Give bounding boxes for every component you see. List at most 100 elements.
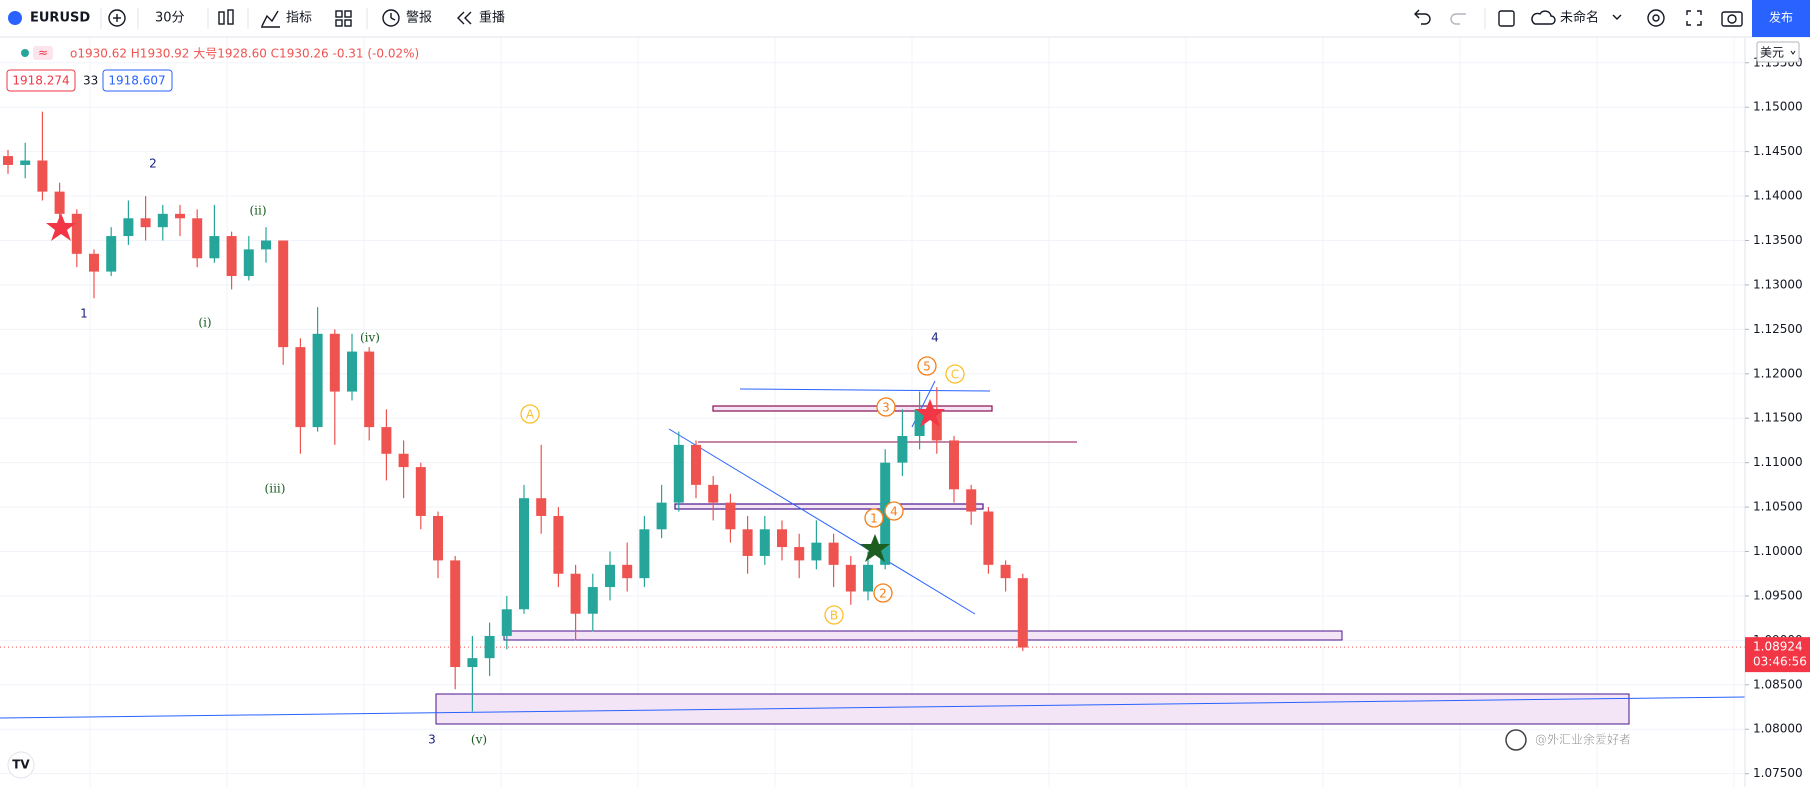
candle-body: [243, 249, 254, 277]
candle-body: [966, 489, 977, 512]
cloud-icon[interactable]: [1531, 10, 1556, 25]
candle-body: [312, 333, 323, 428]
publish-label[interactable]: 发布: [1769, 10, 1793, 25]
legend-value: 1918.274: [12, 74, 69, 88]
candle-body: [1000, 564, 1011, 579]
candle-body: [467, 658, 478, 668]
y-tick-label: 1.12000: [1753, 366, 1803, 380]
candle-body: [570, 573, 581, 614]
circled-label-ring: [864, 508, 884, 528]
candle-body: [71, 213, 82, 254]
last-price-label: 1.08924: [1753, 640, 1803, 654]
candle-body: [347, 351, 357, 392]
candle-body: [37, 160, 48, 192]
candle-body: [20, 160, 31, 165]
candle-body: [777, 529, 787, 548]
candle-body: [708, 484, 719, 503]
candle-body: [226, 236, 237, 277]
candle-body: [433, 515, 443, 561]
candle-body: [381, 427, 392, 454]
wave-label: 1: [80, 307, 88, 321]
watermark-icon: [1505, 729, 1527, 751]
templates-button[interactable]: [335, 10, 352, 27]
indicators-icon[interactable]: [261, 10, 280, 28]
candle-body: [725, 502, 736, 530]
alert[interactable]: 警报: [406, 10, 432, 26]
candle-body: [175, 213, 185, 219]
currency-button[interactable]: [1756, 41, 1800, 63]
star-marker: [860, 534, 890, 562]
publish-button[interactable]: [1752, 0, 1810, 37]
candle-body: [983, 511, 994, 565]
candle-body: [398, 453, 409, 468]
settings-button[interactable]: [1647, 9, 1665, 27]
y-tick-label: 1.13000: [1753, 277, 1803, 291]
candle-body: [106, 236, 117, 272]
candle-body: [89, 253, 99, 272]
wave-label: (ii): [249, 204, 266, 218]
symbol[interactable]: EURUSD: [30, 11, 90, 26]
tv-logo[interactable]: [7, 751, 35, 779]
candle-body: [140, 218, 151, 228]
replay-icon[interactable]: [457, 11, 472, 25]
candle-body: [811, 542, 822, 561]
y-tick-label: 1.08500: [1753, 677, 1803, 691]
status-icon: ≈: [38, 46, 48, 60]
candle-body: [622, 564, 633, 579]
star-marker: [915, 399, 945, 427]
candle-body: [192, 218, 203, 259]
candle-body: [639, 529, 650, 579]
add-button[interactable]: [108, 9, 126, 27]
candle-body: [605, 564, 615, 588]
candle-body: [123, 218, 134, 237]
candle-body: [759, 529, 770, 556]
indicators[interactable]: 指标: [286, 11, 312, 26]
layout-name[interactable]: 未命名: [1560, 10, 1599, 26]
undo-button[interactable]: [1414, 9, 1431, 25]
layout-button[interactable]: [1498, 10, 1515, 27]
legend-box: [102, 69, 173, 92]
candle-body: [794, 547, 805, 561]
zone-rect: [712, 405, 993, 412]
tv-logo-text: TV: [12, 758, 30, 772]
redo-button[interactable]: [1450, 13, 1466, 25]
circled-label: 1: [870, 512, 878, 526]
alert-icon[interactable]: [382, 9, 400, 27]
toolbar: [0, 0, 1810, 37]
legend-box: [6, 69, 76, 92]
candle-body: [863, 564, 873, 592]
circled-label-ring: [945, 364, 965, 384]
candle-body: [897, 435, 908, 463]
candle-body: [364, 351, 375, 428]
wave-label: 2: [149, 157, 157, 171]
y-tick-label: 1.11500: [1753, 411, 1803, 425]
candle-body: [587, 587, 598, 614]
snapshot-button[interactable]: [1721, 11, 1743, 27]
candle-body: [914, 409, 925, 436]
candle-body: [450, 560, 461, 668]
candle-body: [931, 409, 942, 441]
star-marker: [46, 213, 76, 241]
currency-menu[interactable]: [1790, 50, 1796, 55]
interval[interactable]: 30分: [155, 11, 185, 26]
watermark: @外汇业余爱好者: [1535, 732, 1631, 747]
candle-body: [519, 498, 529, 610]
y-tick-label: 1.15000: [1753, 100, 1803, 114]
y-tick-label: 1.10000: [1753, 544, 1803, 558]
legend-ohlc: o1930.62 H1930.92 大号1928.60 C1930.26 -0.…: [70, 47, 419, 61]
currency[interactable]: 美元: [1760, 46, 1784, 60]
circled-label: 4: [890, 505, 898, 519]
circled-label-ring: [917, 356, 937, 376]
wave-label: (v): [471, 733, 487, 747]
candle-body: [828, 542, 839, 565]
circled-label-ring: [824, 605, 844, 625]
y-tick-label: 1.08000: [1753, 722, 1803, 736]
candle-body: [278, 240, 289, 348]
candle-body: [501, 609, 512, 636]
layout-menu[interactable]: [1612, 14, 1622, 20]
fullscreen-button[interactable]: [1686, 10, 1702, 26]
replay[interactable]: 重播: [479, 10, 505, 26]
chart-type-button[interactable]: [218, 9, 234, 25]
